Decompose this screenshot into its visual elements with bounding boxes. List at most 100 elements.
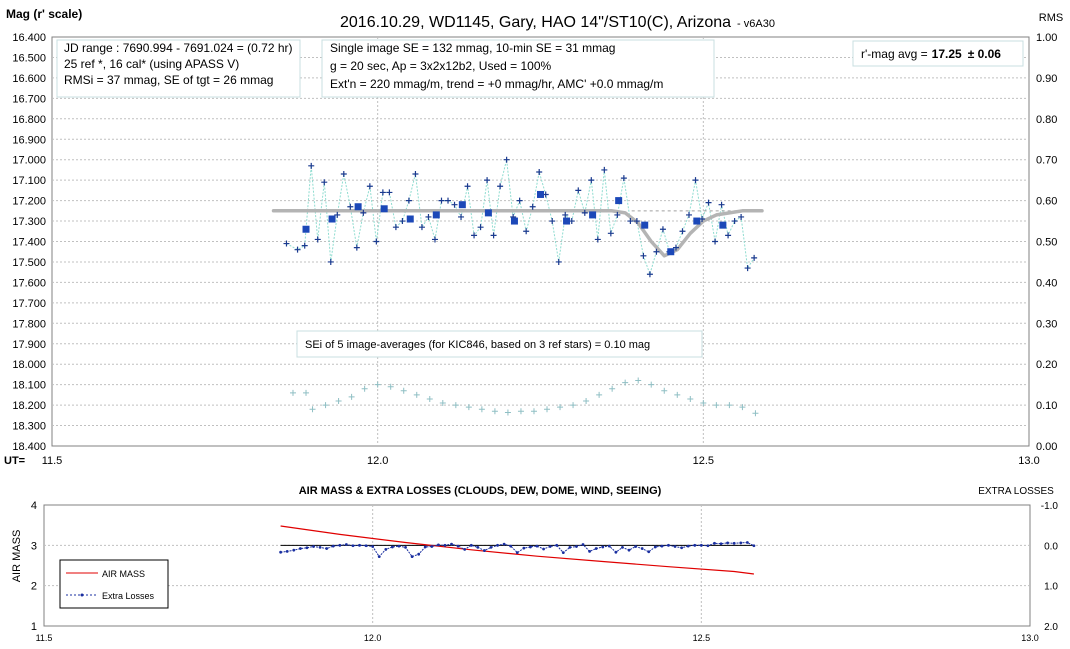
top-y2-tick-label: 0.20 bbox=[1036, 359, 1057, 371]
extra-losses-point bbox=[450, 542, 453, 546]
top-y-tick-label: 18.300 bbox=[12, 421, 46, 433]
extra-losses-point bbox=[285, 549, 289, 553]
single-image-point bbox=[588, 177, 595, 184]
extra-losses-point bbox=[607, 544, 611, 548]
top-y-tick-label: 17.300 bbox=[12, 216, 46, 228]
single-image-point bbox=[294, 246, 301, 253]
single-image-point bbox=[379, 189, 386, 196]
info-box-right-frame bbox=[321, 39, 715, 98]
image-average-point bbox=[719, 221, 727, 229]
top-y-tick-label: 16.400 bbox=[12, 32, 46, 44]
legend: AIR MASS Extra Losses bbox=[59, 559, 169, 609]
extra-losses-point bbox=[653, 545, 657, 549]
single-image-point bbox=[646, 271, 653, 278]
rms-point bbox=[713, 402, 720, 409]
extra-losses-point bbox=[660, 544, 664, 548]
top-y-tick-label: 18.100 bbox=[12, 380, 46, 392]
bottom-y2-axis-label: EXTRA LOSSES bbox=[978, 486, 1054, 497]
legend-extra-losses-marker bbox=[80, 593, 84, 597]
single-image-point bbox=[503, 156, 510, 163]
image-average-point bbox=[615, 197, 623, 205]
single-image-point bbox=[471, 232, 478, 239]
image-average-point bbox=[563, 217, 571, 225]
extra-losses-point bbox=[713, 541, 716, 545]
extra-losses-point bbox=[279, 550, 283, 554]
avg-box: r'-mag avg = 17.25 ± 0.06 bbox=[852, 40, 1024, 67]
extra-losses-point bbox=[568, 545, 572, 549]
top-y2-tick-label: 0.80 bbox=[1036, 114, 1057, 126]
rms-point bbox=[439, 400, 446, 407]
image-average-point bbox=[354, 203, 362, 211]
bottom-x-tick-label: 12.5 bbox=[693, 633, 711, 643]
rms-point bbox=[478, 406, 485, 413]
rms-point bbox=[413, 391, 420, 398]
single-image-point bbox=[672, 244, 679, 251]
extra-losses-point bbox=[594, 547, 598, 550]
single-image-point bbox=[627, 218, 634, 225]
single-image-point bbox=[751, 254, 758, 261]
single-image-point bbox=[386, 189, 393, 196]
rms-point bbox=[400, 387, 407, 394]
top-y-tick-label: 17.700 bbox=[12, 298, 46, 310]
extra-losses-point bbox=[693, 543, 697, 547]
single-image-point bbox=[484, 177, 491, 184]
extra-losses-point bbox=[581, 543, 585, 546]
rms-point bbox=[700, 400, 707, 407]
single-image-point bbox=[438, 197, 445, 204]
rms-point bbox=[303, 389, 310, 396]
single-image-point bbox=[529, 203, 536, 210]
single-image-point bbox=[464, 183, 471, 190]
rms-point bbox=[309, 406, 316, 413]
rms-point bbox=[661, 387, 668, 394]
single-image-point bbox=[301, 242, 308, 249]
image-average-point bbox=[458, 201, 466, 209]
single-image-point bbox=[607, 230, 614, 237]
single-image-point bbox=[692, 177, 699, 184]
single-image-point bbox=[575, 187, 582, 194]
top-y2-tick-label: 0.30 bbox=[1036, 318, 1057, 330]
single-image-point bbox=[516, 197, 523, 204]
info-box-right: Single image SE = 132 mmag, 10-min SE = … bbox=[321, 39, 715, 98]
single-image-point bbox=[308, 162, 315, 169]
extra-losses-point bbox=[706, 544, 710, 548]
extra-losses-point bbox=[732, 541, 736, 545]
top-y-tick-label: 17.100 bbox=[12, 175, 46, 187]
avg-box-frame bbox=[852, 40, 1024, 67]
info-left-line-1: JD range : 7690.994 - 7691.024 = (0.72 h… bbox=[64, 41, 293, 55]
extra-losses-point bbox=[502, 542, 506, 546]
bottom-x-tick-label: 12.0 bbox=[364, 633, 382, 643]
top-y-tick-label: 17.200 bbox=[12, 196, 46, 208]
rms-point bbox=[491, 408, 498, 415]
extra-losses-point bbox=[588, 549, 591, 553]
top-y2-tick-label: 0.90 bbox=[1036, 73, 1057, 85]
image-average-point bbox=[328, 215, 336, 223]
single-image-point bbox=[562, 211, 569, 218]
extra-losses-point bbox=[390, 545, 394, 549]
extra-losses-point bbox=[601, 545, 605, 549]
single-image-point bbox=[353, 244, 360, 251]
extra-losses-point bbox=[647, 550, 651, 554]
single-image-point bbox=[614, 211, 621, 218]
extra-losses-point bbox=[667, 543, 670, 547]
single-image-point bbox=[640, 252, 647, 259]
image-average-point bbox=[641, 221, 649, 229]
rms-point bbox=[635, 377, 642, 384]
bottom-y-axis-label: AIR MASS bbox=[11, 530, 23, 583]
extra-losses-point bbox=[351, 544, 355, 548]
single-image-point bbox=[283, 240, 290, 247]
single-image-point bbox=[633, 218, 640, 225]
rms-point bbox=[426, 395, 433, 402]
avg-error: ± 0.06 bbox=[968, 47, 1002, 61]
single-image-point bbox=[458, 213, 465, 220]
extra-losses-point bbox=[318, 545, 322, 549]
extra-losses-point bbox=[410, 555, 414, 559]
top-y-tick-label: 16.600 bbox=[12, 73, 46, 85]
top-y-tick-label: 17.900 bbox=[12, 339, 46, 351]
single-image-point bbox=[431, 236, 438, 243]
extra-losses-point bbox=[469, 543, 473, 547]
extra-losses-point bbox=[686, 544, 690, 548]
top-x-tick-label: 12.5 bbox=[693, 455, 714, 467]
sei-note-frame bbox=[296, 330, 703, 358]
extra-losses-point bbox=[496, 543, 499, 547]
single-image-point bbox=[686, 211, 693, 218]
